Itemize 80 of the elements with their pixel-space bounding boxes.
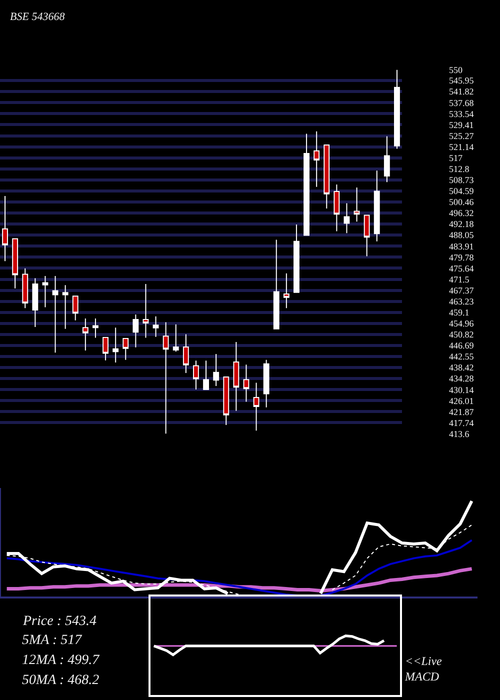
y-tick-label: 450.82 <box>449 330 474 340</box>
text: 50MA : 468.2 <box>22 673 100 688</box>
candlestick <box>22 268 28 309</box>
candlestick <box>213 353 220 387</box>
text: <<Live MACD <box>404 654 443 684</box>
candlestick <box>203 360 209 390</box>
candlestick <box>253 382 260 432</box>
candlestick <box>374 170 380 242</box>
y-tick-label: 426.01 <box>449 396 474 406</box>
candlestick <box>283 272 290 309</box>
candlestick <box>263 359 270 408</box>
y-tick-label: 417.74 <box>449 418 474 428</box>
candlestick <box>92 318 98 338</box>
y-tick-label: 438.42 <box>449 362 474 373</box>
y-tick-label: 537.68 <box>449 98 474 108</box>
text: Price : 543.4 <box>22 614 96 629</box>
candlestick <box>273 239 280 330</box>
y-tick-label: 529.41 <box>449 120 474 130</box>
candlestick <box>334 184 340 232</box>
candlestick <box>223 376 230 426</box>
candlestick <box>243 364 250 402</box>
candlestick <box>72 296 78 321</box>
candlestick <box>82 318 88 352</box>
text: 12MA : 499.7 <box>22 653 100 668</box>
y-tick-label: 504.59 <box>449 186 474 196</box>
candlestick <box>314 130 320 188</box>
candlestick <box>122 338 129 360</box>
y-tick-label: 454.96 <box>449 318 474 329</box>
text: 5MA : 517 <box>22 633 83 648</box>
y-tick-label: 471.5 <box>449 274 470 284</box>
y-tick-label: 496.32 <box>449 208 474 218</box>
y-tick-label: 550 <box>449 64 463 75</box>
candlestick <box>193 360 199 390</box>
y-tick-label: 434.28 <box>449 374 474 384</box>
y-tick-label: 413.6 <box>449 428 470 439</box>
y-tick-label: 508.73 <box>449 175 474 186</box>
candlestick <box>102 336 108 361</box>
candlestick <box>182 334 189 374</box>
y-tick-label: 517 <box>449 152 463 163</box>
y-tick-label: 500.46 <box>449 197 474 208</box>
candlestick <box>112 327 119 364</box>
y-tick-label: 421.87 <box>449 406 474 417</box>
candlestick <box>142 284 149 338</box>
y-tick-label: 475.64 <box>449 263 474 274</box>
y-tick-label: 463.23 <box>449 296 474 306</box>
candlestick <box>132 314 139 348</box>
y-tick-label: 512.8 <box>449 164 470 174</box>
candlestick <box>384 136 390 183</box>
y-tick-label: 430.14 <box>449 384 474 395</box>
candlestick <box>304 133 310 236</box>
y-tick-label: 533.54 <box>449 108 474 119</box>
chart-title: BSE 543668 <box>10 11 66 23</box>
candlestick <box>354 186 360 222</box>
candlestick <box>12 238 18 289</box>
candlestick <box>394 70 400 150</box>
candlestick <box>32 278 38 328</box>
y-tick-label: 492.18 <box>449 219 474 230</box>
candlestick <box>152 316 159 338</box>
candlestick <box>2 195 8 262</box>
y-tick-label: 521.14 <box>449 142 474 152</box>
candlestick <box>233 341 240 412</box>
candlestick <box>364 214 370 257</box>
candlestick <box>162 322 169 434</box>
y-tick-label: 446.69 <box>449 340 474 351</box>
y-tick-label: 479.78 <box>449 252 474 262</box>
y-tick-label: 442.55 <box>449 352 474 362</box>
y-tick-label: 488.05 <box>449 230 474 240</box>
candlestick <box>324 144 330 210</box>
y-tick-label: 541.82 <box>449 86 474 97</box>
y-tick-label: 467.37 <box>449 285 474 296</box>
candlestick <box>344 202 350 234</box>
candlestick <box>172 324 179 352</box>
y-tick-label: 459.1 <box>449 308 470 318</box>
y-tick-label: 545.95 <box>449 76 474 86</box>
candlestick <box>52 276 58 354</box>
candlestick <box>42 276 48 308</box>
candlestick <box>62 284 68 330</box>
candlestick <box>294 224 300 293</box>
y-tick-label: 525.27 <box>449 130 474 141</box>
y-tick-label: 483.91 <box>449 241 474 252</box>
